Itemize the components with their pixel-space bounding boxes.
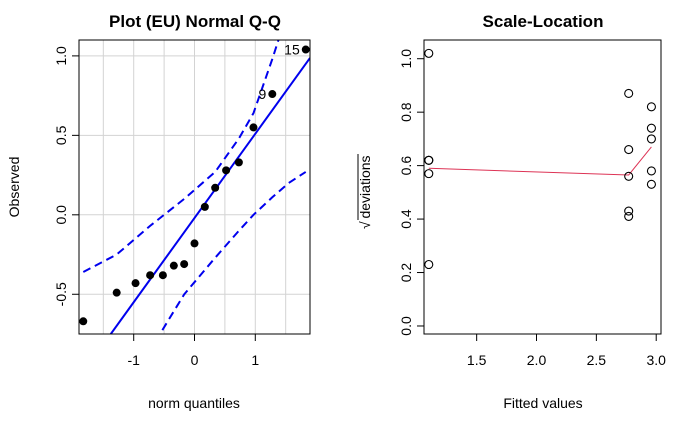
qq-y-axis-label: Observed <box>6 157 22 218</box>
scale-location-point <box>646 166 656 176</box>
qq-y-tick-label: -0.5 <box>53 282 69 306</box>
qq-point <box>190 239 199 248</box>
scale-location-point <box>424 155 434 165</box>
qq-x-tick-label: -1 <box>127 352 140 368</box>
sqrt-symbol: √ <box>357 221 373 229</box>
scale-location-y-axis: 0.0 0.2 0.4 0.6 0.8 1.0 <box>398 49 425 336</box>
qq-point <box>200 202 209 211</box>
qq-reference-line <box>109 57 310 334</box>
scale-location-x-axis-label: Fitted values <box>503 395 582 411</box>
qq-envelope-upper <box>82 40 280 273</box>
scale-location-y-tick-label: 0.2 <box>398 263 414 283</box>
qq-y-axis: -0.5 0.0 0.5 1.0 <box>53 46 80 306</box>
qq-point <box>146 271 155 280</box>
scale-location-x-tick-label: 2.5 <box>587 352 607 368</box>
qq-y-tick-label: 0.0 <box>53 205 69 225</box>
scale-location-x-tick-label: 2.0 <box>527 352 547 368</box>
scale-location-point <box>424 259 434 270</box>
qq-point <box>301 45 310 54</box>
qq-point <box>112 288 121 297</box>
qq-grid <box>79 40 310 334</box>
scale-location-point <box>424 169 434 179</box>
qq-x-axis: -1 0 1 <box>127 333 259 368</box>
scale-location-frame <box>423 39 662 335</box>
qq-plot-panel: Plot (EU) Normal Q-Q 15 9 -1 0 1 -0.5 0.0 0.5… <box>6 12 311 411</box>
scale-location-point <box>624 171 634 181</box>
scale-location-smooth <box>428 146 652 176</box>
qq-x-tick-label: 1 <box>251 352 259 368</box>
scale-location-point <box>646 179 656 189</box>
scale-location-point <box>624 211 634 221</box>
qq-point <box>158 271 167 280</box>
qq-point <box>249 123 258 132</box>
scale-location-y-tick-label: 0.0 <box>398 316 414 336</box>
scale-location-y-tick-label: 1.0 <box>398 49 414 69</box>
qq-plot-title: Plot (EU) Normal Q-Q <box>109 12 281 31</box>
scale-location-y-axis-label-group: √ deviations <box>357 154 373 229</box>
scale-location-x-tick-label: 3.0 <box>646 352 666 368</box>
qq-envelope-lower <box>159 171 307 334</box>
scale-location-points <box>424 48 656 270</box>
scale-location-x-axis: 1.5 2.0 2.5 3.0 <box>467 333 666 368</box>
qq-point-label: 15 <box>284 42 300 58</box>
qq-points <box>79 45 310 326</box>
scale-location-point <box>646 102 656 112</box>
qq-x-tick-label: 0 <box>191 352 199 368</box>
qq-fit-line <box>109 57 310 334</box>
qq-point <box>234 158 243 167</box>
qq-y-tick-label: 1.0 <box>53 46 69 66</box>
scale-location-point <box>424 48 434 58</box>
scale-location-panel: Scale-Location 1.5 2.0 2.5 3.0 0.0 0.2 0.4 0.6… <box>357 12 666 411</box>
scale-location-y-axis-label: deviations <box>357 155 373 218</box>
scale-location-point <box>624 145 634 155</box>
qq-point <box>131 279 140 288</box>
qq-point-label: 9 <box>259 86 267 102</box>
scale-location-y-tick-label: 0.6 <box>398 156 414 176</box>
qq-point <box>180 260 189 269</box>
scale-location-point <box>646 134 656 144</box>
qq-envelope <box>82 40 307 334</box>
qq-point <box>211 183 220 192</box>
qq-point <box>268 90 277 99</box>
scale-location-y-tick-label: 0.8 <box>398 102 414 122</box>
scale-location-point <box>646 123 656 133</box>
scale-location-point <box>624 206 634 216</box>
scale-location-smooth-line <box>428 146 652 176</box>
scale-location-x-tick-label: 1.5 <box>467 352 487 368</box>
qq-y-tick-label: 0.5 <box>53 125 69 145</box>
qq-point <box>169 261 178 270</box>
qq-point-labels: 15 9 <box>259 42 300 102</box>
qq-point <box>79 317 88 326</box>
scale-location-y-tick-label: 0.4 <box>398 209 414 229</box>
qq-x-axis-label: norm quantiles <box>148 395 240 411</box>
qq-point <box>222 166 231 175</box>
scale-location-point <box>624 88 634 99</box>
scale-location-title: Scale-Location <box>483 12 604 31</box>
